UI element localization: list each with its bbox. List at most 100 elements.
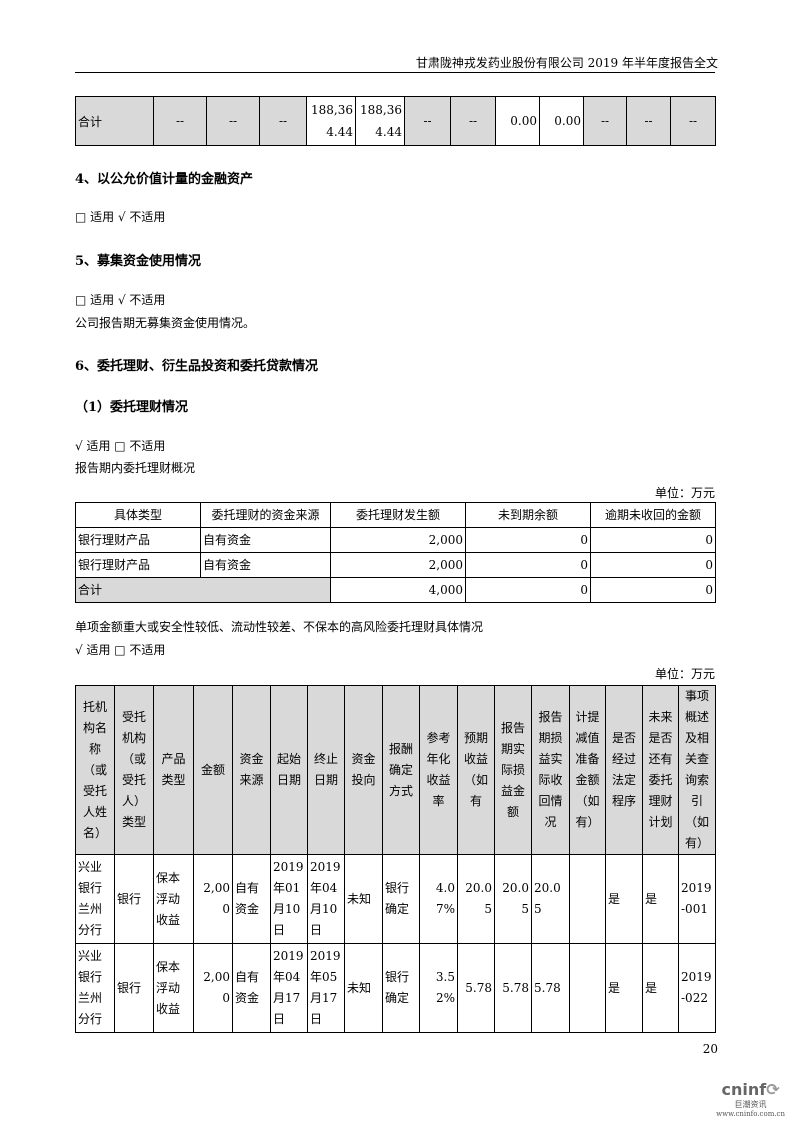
table-cell: 兴业银行兰州分行 — [75, 854, 115, 944]
column-header: 金额 — [193, 685, 233, 855]
column-header: 具体类型 — [75, 502, 201, 528]
table-cell: 0 — [465, 552, 591, 578]
page-number: 20 — [702, 1042, 718, 1056]
column-header: 逾期未收回的金额 — [590, 502, 716, 528]
table-cell: -- — [153, 96, 207, 146]
table-cell: 0 — [590, 552, 716, 578]
column-header: 事项概述及相关查询索引（如有） — [678, 685, 716, 855]
table-cell: 0 — [590, 527, 716, 553]
table-cell: 0 — [465, 527, 591, 553]
table-cell: 保本浮动收益 — [153, 943, 194, 1033]
table-cell: 自有资金 — [232, 854, 271, 944]
table-header-row: 托机构名称（或受托人姓名） 受托机构（或受托人）类型 产品类型 金额 资金来源 起始日期终… — [75, 685, 716, 855]
table-cell: 5.78 — [457, 943, 495, 1033]
column-header: 资金来源 — [232, 685, 271, 855]
table-cell: 188,364.44 — [306, 96, 356, 146]
section-4-title: 4、以公允价值计量的金融资产 — [75, 172, 254, 187]
column-header: 资金投向 — [344, 685, 383, 855]
table-cell: 2019-022 — [678, 943, 716, 1033]
table-cell: 合计 — [75, 96, 154, 146]
table-cell: 4,000 — [330, 577, 466, 603]
column-header: 是否经过法定程序 — [605, 685, 643, 855]
table-cell: 保本浮动收益 — [153, 854, 194, 944]
section-5-title: 5、募集资金使用情况 — [75, 254, 202, 269]
column-header: 托机构名称（或受托人姓名） — [75, 685, 115, 855]
table-cell: 自有资金 — [232, 943, 271, 1033]
s5-note: 公司报告期无募集资金使用情况。 — [75, 316, 256, 330]
table-cell: 188,364.44 — [355, 96, 405, 146]
table-cell: 2,000 — [193, 854, 233, 944]
table-cell: 20.05 — [531, 854, 570, 944]
table-cell: 0 — [590, 577, 716, 603]
table-cell: 合计 — [75, 577, 331, 603]
table-cell: 银行确定 — [382, 943, 420, 1033]
s5-applicable: □ 适用 √ 不适用 — [75, 293, 166, 307]
detail-unit-label: 单位：万元 — [654, 667, 715, 681]
section-6-1-title: （1）委托理财情况 — [75, 400, 189, 415]
table-cell: 2019年04月17日 — [270, 943, 308, 1033]
column-header: 委托理财发生额 — [330, 502, 466, 528]
table-cell: 2019年01月10日 — [270, 854, 308, 944]
table-cell: 2,000 — [330, 552, 466, 578]
table-cell — [569, 943, 606, 1033]
column-header: 起始日期 — [270, 685, 308, 855]
table-cell: 自有资金 — [200, 552, 331, 578]
column-header: 受托机构（或受托人）类型 — [114, 685, 154, 855]
column-header: 委托理财的资金来源 — [200, 502, 331, 528]
column-header: 未到期余额 — [465, 502, 591, 528]
summary-table: 具体类型 委托理财的资金来源 委托理财发生额 未到期余额 逾期未收回的金额 银行理财产品自… — [75, 502, 716, 603]
table-cell: 自有资金 — [200, 527, 331, 553]
table-cell: 是 — [605, 943, 643, 1033]
table-cell: -- — [450, 96, 496, 146]
table-cell: 0.00 — [495, 96, 540, 146]
table-cell: -- — [626, 96, 671, 146]
table-cell: 2,000 — [193, 943, 233, 1033]
detail-title: 单项金额重大或安全性较低、流动性较差、不保本的高风险委托理财具体情况 — [75, 620, 484, 634]
table-cell: 银行确定 — [382, 854, 420, 944]
table-header-row: 具体类型 委托理财的资金来源 委托理财发生额 未到期余额 逾期未收回的金额 — [75, 502, 716, 528]
column-header: 终止日期 — [307, 685, 345, 855]
table-cell: 0 — [465, 577, 591, 603]
table-cell: -- — [670, 96, 716, 146]
column-header: 未来是否还有委托理财计划 — [642, 685, 679, 855]
table-row: 兴业银行兰州分行 银行 保本浮动收益 2,000 自有资金 2019年01月10日 2019… — [75, 854, 716, 944]
table-cell: 4.07% — [419, 854, 458, 944]
table-cell: 3.52% — [419, 943, 458, 1033]
table-row: 银行理财产品 自有资金 2,000 0 0 — [75, 527, 716, 553]
table-cell: 银行理财产品 — [75, 552, 201, 578]
header-rule — [75, 72, 715, 73]
table-cell: 2,000 — [330, 527, 466, 553]
detail-applicable: √ 适用 □ 不适用 — [75, 643, 166, 657]
table-cell: 银行理财产品 — [75, 527, 201, 553]
table-cell: 银行 — [114, 854, 154, 944]
table-cell: -- — [206, 96, 260, 146]
table-cell: 是 — [642, 854, 679, 944]
table-cell: 2019年05月17日 — [307, 943, 345, 1033]
column-header: 报告期实际损益金额 — [494, 685, 532, 855]
table-cell: 5.78 — [531, 943, 570, 1033]
table-cell: 0.00 — [539, 96, 584, 146]
s6-overview: 报告期内委托理财概况 — [75, 461, 196, 475]
s4-applicable: □ 适用 √ 不适用 — [75, 210, 166, 224]
section-6-title: 6、委托理财、衍生品投资和委托贷款情况 — [75, 359, 319, 374]
column-header: 报告期损益实际收回情况 — [531, 685, 570, 855]
table-cell: 20.05 — [457, 854, 495, 944]
table-cell: 2019-001 — [678, 854, 716, 944]
table-cell — [569, 854, 606, 944]
table-row: 兴业银行兰州分行 银行 保本浮动收益 2,000 自有资金 2019年04月17日 2019… — [75, 943, 716, 1033]
table-cell: -- — [259, 96, 307, 146]
table-row: 合计 4,000 0 0 — [75, 577, 716, 603]
table-cell: 是 — [605, 854, 643, 944]
table-row: 银行理财产品 自有资金 2,000 0 0 — [75, 552, 716, 578]
table-cell: 5.78 — [494, 943, 532, 1033]
total-row-table: 合计 -- -- -- 188,364.44 188,364.44 -- -- 0.00 0.00… — [75, 96, 716, 146]
table-cell: -- — [583, 96, 627, 146]
table-cell: 未知 — [344, 943, 383, 1033]
unit-label: 单位：万元 — [654, 486, 715, 500]
s6-applicable: √ 适用 □ 不适用 — [75, 439, 166, 453]
table-cell: -- — [404, 96, 451, 146]
column-header: 计提减值准备金额（如有） — [569, 685, 606, 855]
column-header: 报酬确定方式 — [382, 685, 420, 855]
table-cell: 未知 — [344, 854, 383, 944]
